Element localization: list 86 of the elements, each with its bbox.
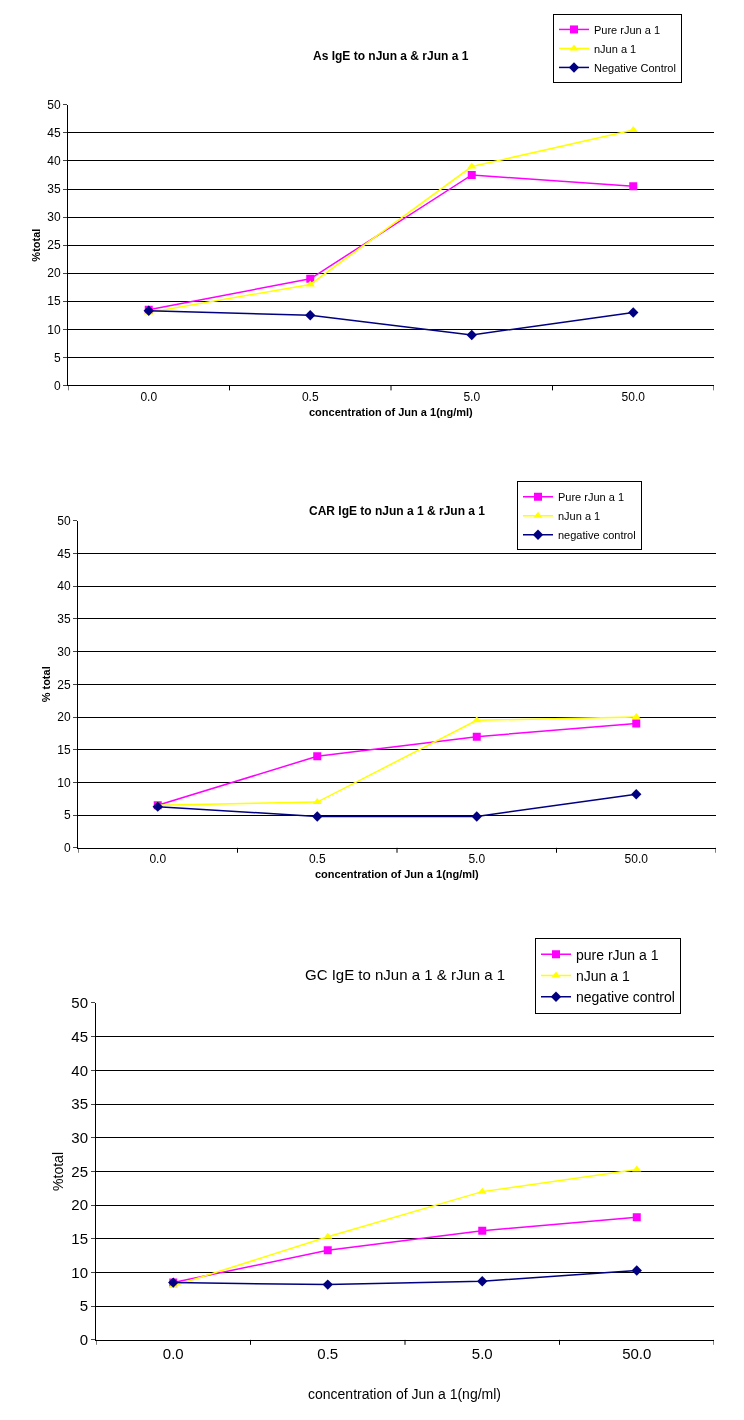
y-tick-label: 40 xyxy=(57,579,71,594)
y-tick-label: 50 xyxy=(47,98,61,113)
y-tick-label: 35 xyxy=(71,1095,88,1113)
point xyxy=(629,182,638,191)
point xyxy=(323,1232,333,1239)
x-axis-title: concentration of Jun a 1(ng/ml) xyxy=(309,406,474,418)
x-axis-title: concentration of Jun a 1(ng/ml) xyxy=(308,1386,501,1402)
legend-label: negative control xyxy=(576,989,675,1006)
y-tick-label: 0 xyxy=(63,841,71,856)
y-tick-label: 15 xyxy=(57,742,71,757)
x-tick-label: 50.0 xyxy=(624,852,649,867)
x-tick-label: 0.0 xyxy=(140,389,158,404)
legend-label: Pure rJun a 1 xyxy=(594,23,661,36)
point xyxy=(312,811,323,822)
point xyxy=(477,1276,488,1287)
y-tick-label: 45 xyxy=(57,546,71,561)
x-tick-label: 0.5 xyxy=(317,1344,339,1362)
y-tick-label: 45 xyxy=(47,126,61,141)
point xyxy=(628,126,638,133)
y-tick-label: 15 xyxy=(71,1230,88,1248)
x-tick-label: 50.0 xyxy=(621,389,646,404)
x-tick-label: 0.0 xyxy=(162,1344,184,1362)
point xyxy=(632,719,641,728)
legend-label: nJun a 1 xyxy=(576,968,630,985)
x-tick-label: 5.0 xyxy=(471,1344,493,1362)
point xyxy=(631,713,641,720)
point xyxy=(467,170,476,179)
point xyxy=(312,798,322,805)
x-tick-label: 50.0 xyxy=(622,1344,652,1362)
legend-label: Negative Control xyxy=(594,61,676,74)
point xyxy=(323,1246,332,1255)
y-tick-label: 25 xyxy=(57,677,71,692)
legend-label: pure rJun a 1 xyxy=(576,946,659,963)
point xyxy=(478,1226,487,1235)
y-tick-label: 20 xyxy=(71,1196,88,1214)
y-tick-label: 10 xyxy=(47,322,61,337)
chart-title: GC IgE to nJun a 1 & rJun a 1 xyxy=(305,966,506,983)
y-tick-label: 20 xyxy=(47,266,61,281)
point xyxy=(477,1187,487,1194)
chart-title: CAR IgE to nJun a 1 & rJun a 1 xyxy=(309,504,486,518)
y-tick-label: 10 xyxy=(57,775,71,790)
legend-label: nJun a 1 xyxy=(558,510,601,523)
y-tick-label: 5 xyxy=(63,808,71,823)
x-tick-label: 0.5 xyxy=(308,852,326,867)
legend-label: negative control xyxy=(558,529,636,542)
y-axis-title: % total xyxy=(39,666,52,703)
legend-label: Pure rJun a 1 xyxy=(558,491,625,504)
point xyxy=(466,329,477,341)
point xyxy=(632,1213,641,1222)
y-tick-label: 30 xyxy=(71,1128,88,1146)
x-tick-label: 5.0 xyxy=(463,389,481,404)
point xyxy=(631,789,642,800)
y-tick-label: 20 xyxy=(57,710,71,725)
point xyxy=(628,307,639,318)
point xyxy=(313,752,322,761)
chart-title: As IgE to nJun a & rJun a 1 xyxy=(313,49,469,63)
point xyxy=(467,162,477,169)
y-tick-label: 0 xyxy=(53,378,61,393)
y-tick-label: 5 xyxy=(79,1297,88,1315)
y-tick-label: 5 xyxy=(53,350,61,365)
point xyxy=(471,811,482,822)
y-tick-label: 50 xyxy=(57,514,71,528)
y-axis-title: %total xyxy=(29,228,42,262)
x-axis-title: concentration of Jun a 1(ng/ml) xyxy=(315,868,480,880)
y-tick-label: 45 xyxy=(71,1027,88,1045)
y-tick-label: 30 xyxy=(47,210,61,225)
point xyxy=(305,310,316,321)
y-tick-label: 35 xyxy=(57,612,71,627)
y-tick-label: 25 xyxy=(71,1162,88,1180)
y-tick-label: 40 xyxy=(71,1061,88,1079)
y-tick-label: 0 xyxy=(79,1331,88,1349)
point xyxy=(631,1265,642,1276)
point xyxy=(322,1279,333,1290)
y-tick-label: 15 xyxy=(47,294,61,309)
y-tick-label: 50 xyxy=(71,994,88,1012)
y-tick-label: 25 xyxy=(47,238,61,253)
point xyxy=(472,732,481,741)
y-tick-label: 10 xyxy=(71,1263,88,1281)
y-tick-label: 40 xyxy=(47,154,61,169)
x-tick-label: 0.0 xyxy=(149,852,167,867)
y-tick-label: 35 xyxy=(47,182,61,197)
x-tick-label: 5.0 xyxy=(468,852,486,867)
y-axis-title: %total xyxy=(49,1151,66,1191)
y-tick-label: 30 xyxy=(57,644,71,659)
legend-label: nJun a 1 xyxy=(594,42,637,55)
x-tick-label: 0.5 xyxy=(301,389,319,404)
